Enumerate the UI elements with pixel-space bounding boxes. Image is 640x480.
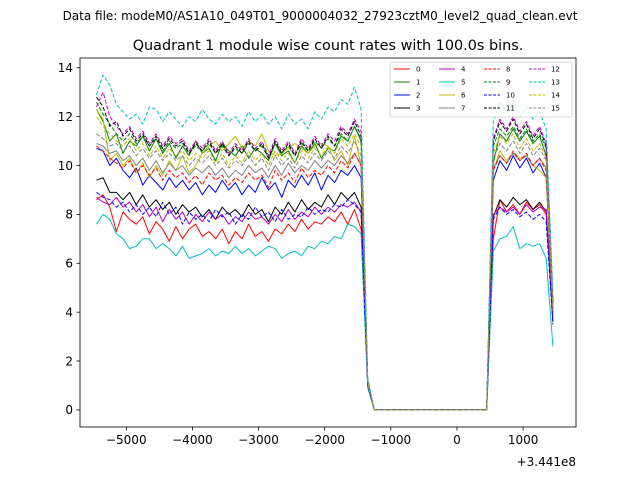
series-line-4 [96,196,554,411]
legend-label-15: 15 [551,105,560,113]
series-line-3 [96,177,554,411]
plot-area [96,74,554,411]
legend-box [389,61,573,118]
series-line-0 [96,194,554,411]
series-line-10 [96,191,554,411]
axes-frame [79,57,577,428]
suptitle: Data file: modeM0/AS1A10_049T01_90000040… [63,9,578,23]
legend-label-4: 4 [461,66,466,74]
x-tick-label: 0 [453,433,461,447]
x-tick-label: −4000 [172,433,213,447]
legend-label-12: 12 [551,66,560,74]
series-line-14 [96,116,554,411]
y-tick-label: 2 [65,354,73,368]
legend-label-7: 7 [461,105,465,113]
legend-label-11: 11 [506,105,515,113]
axis-ticks: −5000 −4000 −3000 −2000 −1000 0 10000246810121… [58,61,539,447]
legend-label-5: 5 [461,79,465,87]
x-tick-label: 1000 [508,433,539,447]
series-line-2 [96,147,554,411]
y-tick-label: 12 [58,110,73,124]
legend-label-0: 0 [416,66,420,74]
x-tick-label: −2000 [304,433,345,447]
legend-label-13: 13 [551,79,560,87]
x-offset-label: +3.441e8 [517,455,576,469]
legend-label-3: 3 [416,105,420,113]
chart-title: Quadrant 1 module wise count rates with … [133,38,524,54]
series-line-5 [96,213,554,411]
legend-label-2: 2 [416,92,420,100]
x-tick-label: −1000 [371,433,412,447]
legend-label-9: 9 [506,79,510,87]
series-line-9 [96,101,554,411]
series-line-15 [96,133,554,411]
y-tick-label: 6 [65,257,73,271]
y-tick-label: 10 [58,159,73,173]
y-tick-label: 8 [65,208,73,222]
legend-label-10: 10 [506,92,515,100]
legend-label-6: 6 [461,92,466,100]
legend-label-14: 14 [551,92,560,100]
y-tick-label: 4 [65,305,73,319]
x-tick-label: −3000 [238,433,279,447]
y-tick-label: 0 [65,403,73,417]
series-line-12 [96,91,554,411]
legend-label-1: 1 [416,79,420,87]
x-tick-label: −5000 [106,433,147,447]
series-line-13 [96,74,554,411]
y-tick-label: 14 [58,61,73,75]
legend-label-8: 8 [506,66,510,74]
